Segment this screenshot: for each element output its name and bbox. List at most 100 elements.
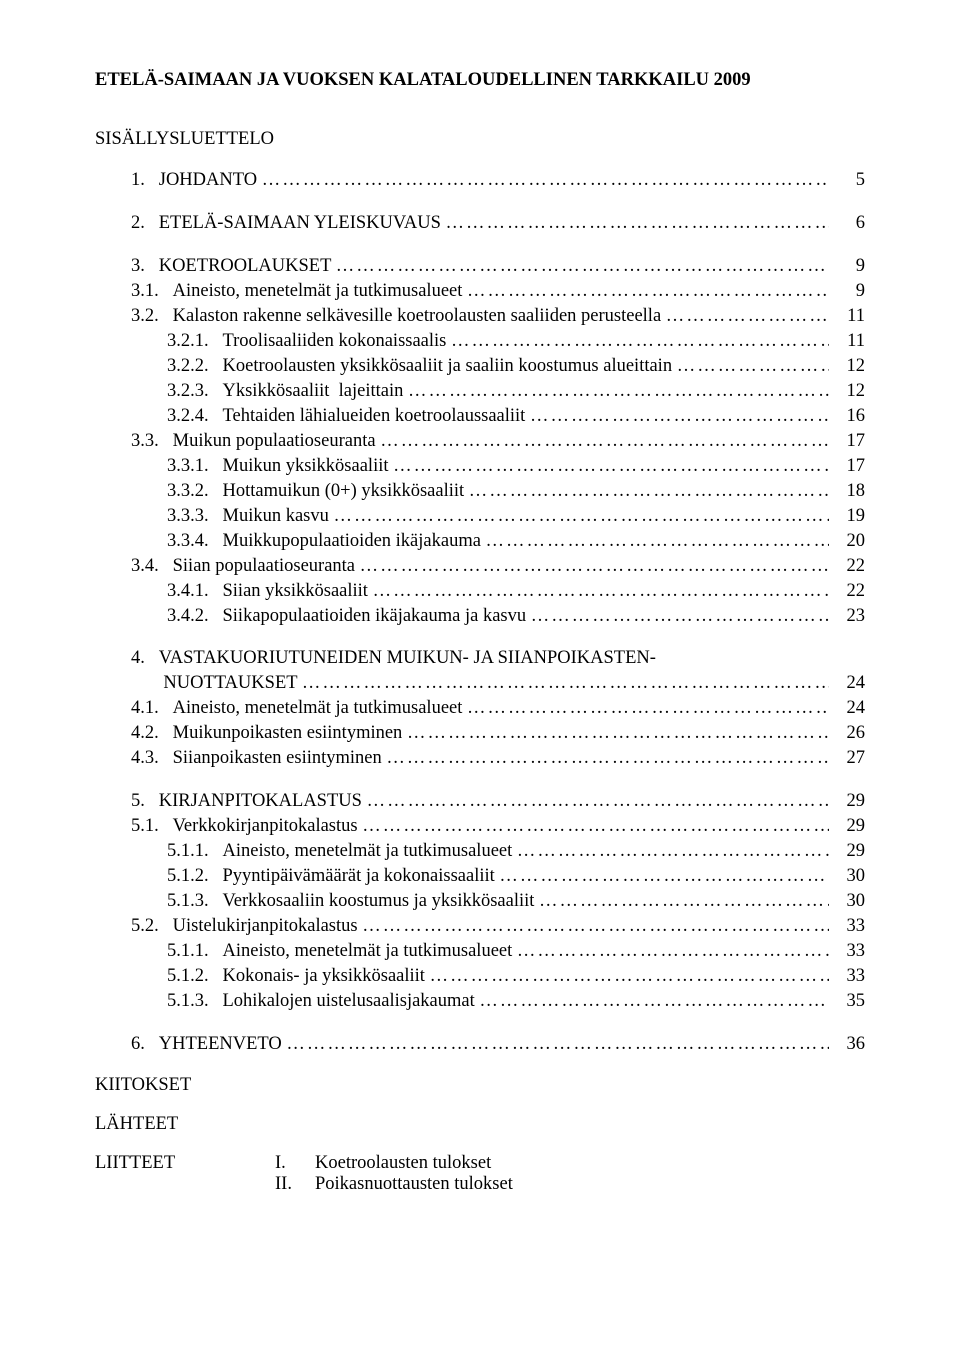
toc-leader-dots: …………………………………………………………………………………………………………… [467, 696, 829, 721]
toc-entry-number: 4. [95, 646, 159, 671]
toc-leader-dots: …………………………………………………………………………………………………………… [479, 989, 829, 1014]
toc-entry-number: 3.2.2. [95, 354, 223, 379]
toc-entry: 5.1.2. Kokonais- ja yksikkösaaliit ……………… [95, 964, 865, 989]
toc-entry-number: 5.1.2. [95, 964, 223, 989]
toc-entry-label: Siian yksikkösaaliit [223, 579, 373, 604]
toc-entry-page: 29 [829, 839, 865, 864]
toc-entry-number: 5.1.1. [95, 839, 223, 864]
toc-entry-number: 3. [95, 254, 159, 279]
toc-entry-label: NUOTTAUKSET [163, 671, 301, 696]
toc-entry-page: 29 [829, 814, 865, 839]
toc-entry: 5.1.1. Aineisto, menetelmät ja tutkimusa… [95, 839, 865, 864]
toc-entry-page: 24 [829, 696, 865, 721]
toc-entry-label: Uistelukirjanpitokalastus [173, 914, 363, 939]
toc-entry-label: Aineisto, menetelmät ja tutkimusalueet [173, 279, 467, 304]
toc-leader-dots: …………………………………………………………………………………………………………… [386, 746, 829, 771]
toc-entry-label: KOETROOLAUKSET [159, 254, 336, 279]
toc-entry-label: Muikkupopulaatioiden ikäjakauma [223, 529, 486, 554]
toc-leader-dots: …………………………………………………………………………………………………………… [467, 279, 829, 304]
toc-entry-number: 3.2.3. [95, 379, 223, 404]
toc-entry-page: 24 [829, 671, 865, 696]
toc-entry: 1. JOHDANTO …………………………………………………………………………… [95, 168, 865, 193]
footer-liitteet: LIITTEET [95, 1153, 275, 1174]
footer-liitteet-row: II. Poikasnuottausten tulokset [95, 1174, 865, 1195]
toc-entry: 3.4. Siian populaatioseuranta …………………………… [95, 554, 865, 579]
toc-entry-label: ETELÄ-SAIMAAN YLEISKUVAUS [159, 211, 446, 236]
toc-entry-label: Lohikalojen uistelusaalisjakaumat [223, 989, 480, 1014]
toc-entry: 3.2.3. Yksikkösaaliit lajeittain …………………… [95, 379, 865, 404]
toc-entry-page: 16 [829, 404, 865, 429]
toc-entry: 5.1.2. Pyyntipäivämäärät ja kokonaissaal… [95, 864, 865, 889]
toc-entry-page: 19 [829, 504, 865, 529]
toc-leader-dots: …………………………………………………………………………………………………………… [486, 529, 829, 554]
appendix-roman: I. [275, 1153, 315, 1174]
toc-entry: 2. ETELÄ-SAIMAAN YLEISKUVAUS ……………………………… [95, 211, 865, 236]
toc-entry-page: 27 [829, 746, 865, 771]
toc-entry-page: 18 [829, 479, 865, 504]
toc-entry-page: 29 [829, 789, 865, 814]
toc-entry-page: 22 [829, 554, 865, 579]
toc-entry-page: 9 [829, 279, 865, 304]
toc-entry-number: 3.4. [95, 554, 173, 579]
toc-entry-label: Muikun populaatioseuranta [173, 429, 381, 454]
footer-block: KIITOKSET LÄHTEET LIITTEET I. Koetroolau… [95, 1075, 865, 1195]
toc-entry-label: Tehtaiden lähialueiden koetroolaussaalii… [223, 404, 530, 429]
toc-entry: 6. YHTEENVETO ……………………………………………………………………… [95, 1032, 865, 1057]
toc-entry-label: Yksikkösaaliit lajeittain [223, 379, 408, 404]
toc-entry-label: YHTEENVETO [159, 1032, 287, 1057]
toc-entry-label: Hottamuikun (0+) yksikkösaaliit [223, 479, 469, 504]
toc-leader-dots: …………………………………………………………………………………………………………… [531, 604, 829, 629]
toc-entry-page: 20 [829, 529, 865, 554]
toc-leader-dots: …………………………………………………………………………………………………………… [539, 889, 829, 914]
toc-entry: 5.1.3. Lohikalojen uistelusaalisjakaumat… [95, 989, 865, 1014]
toc-entry-page: 26 [829, 721, 865, 746]
toc-entry: 4. VASTAKUORIUTUNEIDEN MUIKUN- JA SIIANP… [95, 646, 865, 671]
toc-entry-number: 3.2.4. [95, 404, 223, 429]
toc-entry-number: 1. [95, 168, 159, 193]
toc-entry: 5.1. Verkkokirjanpitokalastus …………………………… [95, 814, 865, 839]
toc-leader-dots: …………………………………………………………………………………………………………… [408, 379, 829, 404]
toc-entry-page: 9 [829, 254, 865, 279]
toc-entry-label: Siikapopulaatioiden ikäjakauma ja kasvu [223, 604, 531, 629]
toc-entry-page: 17 [829, 454, 865, 479]
toc-entry-number: 5.2. [95, 914, 173, 939]
toc-entry-number: 3.4.1. [95, 579, 223, 604]
toc-entry: 4.1. Aineisto, menetelmät ja tutkimusalu… [95, 696, 865, 721]
toc-entry-number: 3.3.4. [95, 529, 223, 554]
toc-leader-dots: …………………………………………………………………………………………………………… [262, 168, 829, 193]
toc-entry-page: 11 [829, 304, 865, 329]
toc-entry-label: VASTAKUORIUTUNEIDEN MUIKUN- JA SIIANPOIK… [159, 646, 661, 671]
toc-entry-number: 3.1. [95, 279, 173, 304]
toc-entry-page: 12 [829, 354, 865, 379]
toc-entry-label: JOHDANTO [159, 168, 262, 193]
toc-entry-page: 6 [829, 211, 865, 236]
appendix-text: Koetroolausten tulokset [315, 1153, 491, 1174]
toc-entry-number: 6. [95, 1032, 159, 1057]
toc-entry: 3.2.1. Troolisaaliiden kokonaissaalis ……… [95, 329, 865, 354]
toc-leader-dots: …………………………………………………………………………………………………………… [517, 939, 829, 964]
toc-entry: NUOTTAUKSET …………………………………………………………………………… [95, 671, 865, 696]
toc-entry-number: 5.1. [95, 814, 173, 839]
toc-leader-dots: …………………………………………………………………………………………………………… [430, 964, 829, 989]
toc-entry-number: 3.2. [95, 304, 173, 329]
toc-entry: 3.3.4. Muikkupopulaatioiden ikäjakauma …… [95, 529, 865, 554]
toc-leader-dots: …………………………………………………………………………………………………………… [286, 1032, 829, 1057]
toc-leader-dots: …………………………………………………………………………………………………………… [517, 839, 829, 864]
toc-entry-page: 23 [829, 604, 865, 629]
toc-entry-label: Aineisto, menetelmät ja tutkimusalueet [223, 939, 517, 964]
toc-entry: 5.1.3. Verkkosaaliin koostumus ja yksikk… [95, 889, 865, 914]
toc-entry-number: 5.1.3. [95, 889, 223, 914]
toc-entry-number: 5.1.1. [95, 939, 223, 964]
toc-entry-number: 5. [95, 789, 159, 814]
toc-leader-dots: …………………………………………………………………………………………………………… [380, 429, 829, 454]
document-title: ETELÄ-SAIMAAN JA VUOKSEN KALATALOUDELLIN… [95, 70, 865, 91]
page: ETELÄ-SAIMAAN JA VUOKSEN KALATALOUDELLIN… [0, 0, 960, 1366]
toc-entry: 3.3.3. Muikun kasvu ……………………………………………………… [95, 504, 865, 529]
toc-entry-label: Muikunpoikasten esiintyminen [173, 721, 407, 746]
toc-entry-number: 3.3.1. [95, 454, 223, 479]
toc-leader-dots: …………………………………………………………………………………………………………… [373, 579, 829, 604]
toc-entry-page: 33 [829, 914, 865, 939]
toc-entry-page: 36 [829, 1032, 865, 1057]
toc-entry-label: Siian populaatioseuranta [173, 554, 360, 579]
toc-entry-label: Kalaston rakenne selkävesille koetroolau… [173, 304, 666, 329]
